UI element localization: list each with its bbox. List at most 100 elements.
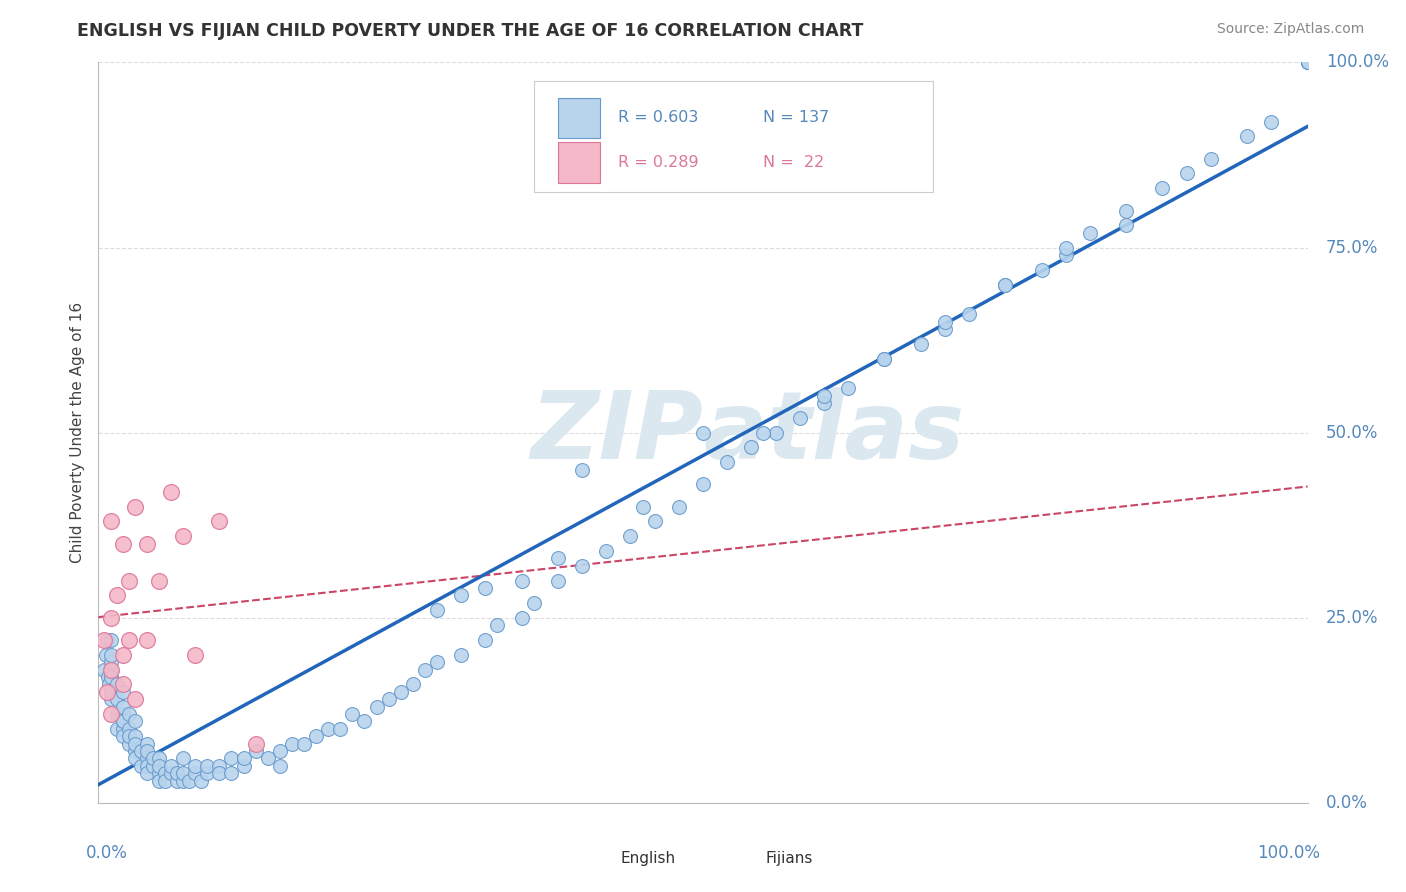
- Point: [547, 574, 569, 588]
- Point: [100, 663, 122, 677]
- Point: [172, 766, 194, 780]
- Point: [148, 758, 170, 772]
- Point: [160, 484, 183, 499]
- Text: R = 0.289: R = 0.289: [619, 155, 699, 169]
- Point: [118, 722, 141, 736]
- Point: [305, 729, 328, 743]
- Point: [232, 758, 254, 772]
- Point: [934, 322, 956, 336]
- Point: [644, 515, 666, 529]
- FancyBboxPatch shape: [558, 142, 600, 183]
- Text: 75.0%: 75.0%: [1326, 238, 1378, 257]
- Point: [208, 766, 231, 780]
- Point: [245, 744, 267, 758]
- Point: [111, 648, 134, 662]
- Point: [100, 515, 122, 529]
- FancyBboxPatch shape: [558, 97, 600, 138]
- Point: [111, 714, 134, 729]
- Point: [166, 773, 188, 788]
- Point: [510, 574, 533, 588]
- Point: [813, 396, 835, 410]
- Text: 100.0%: 100.0%: [1257, 844, 1320, 862]
- Y-axis label: Child Poverty Under the Age of 16: Child Poverty Under the Age of 16: [69, 302, 84, 563]
- Point: [789, 410, 811, 425]
- Point: [1296, 55, 1319, 70]
- Point: [124, 737, 146, 751]
- Point: [413, 663, 436, 677]
- Point: [129, 758, 152, 772]
- Point: [100, 648, 122, 662]
- Point: [1260, 114, 1282, 128]
- Point: [153, 773, 176, 788]
- Point: [111, 729, 134, 743]
- Point: [105, 706, 128, 721]
- Point: [1296, 55, 1319, 70]
- Point: [281, 737, 304, 751]
- Point: [142, 751, 165, 765]
- Point: [1296, 55, 1319, 70]
- Point: [245, 737, 267, 751]
- Text: English: English: [621, 851, 676, 866]
- Point: [153, 766, 176, 780]
- Point: [1296, 55, 1319, 70]
- Point: [160, 758, 183, 772]
- Point: [1236, 129, 1258, 144]
- Point: [402, 677, 425, 691]
- FancyBboxPatch shape: [534, 81, 932, 192]
- Point: [111, 699, 134, 714]
- Point: [111, 685, 134, 699]
- Point: [135, 536, 157, 550]
- Point: [994, 277, 1017, 292]
- Point: [221, 766, 243, 780]
- Point: [160, 766, 183, 780]
- Point: [426, 603, 449, 617]
- Text: Fijians: Fijians: [766, 851, 813, 866]
- Point: [994, 277, 1017, 292]
- Point: [184, 758, 207, 772]
- Point: [172, 529, 194, 543]
- Point: [135, 758, 157, 772]
- FancyBboxPatch shape: [582, 845, 613, 871]
- Point: [910, 336, 932, 351]
- Point: [118, 632, 141, 647]
- Point: [100, 632, 122, 647]
- Point: [111, 714, 134, 729]
- Point: [631, 500, 654, 514]
- Text: 0.0%: 0.0%: [1326, 794, 1368, 812]
- Point: [111, 706, 134, 721]
- Point: [1296, 55, 1319, 70]
- Point: [377, 692, 399, 706]
- Point: [111, 536, 134, 550]
- Point: [813, 388, 835, 402]
- Point: [124, 744, 146, 758]
- Point: [837, 381, 859, 395]
- Point: [474, 581, 496, 595]
- Point: [98, 677, 121, 691]
- Point: [208, 758, 231, 772]
- Point: [166, 766, 188, 780]
- FancyBboxPatch shape: [727, 845, 758, 871]
- Text: ENGLISH VS FIJIAN CHILD POVERTY UNDER THE AGE OF 16 CORRELATION CHART: ENGLISH VS FIJIAN CHILD POVERTY UNDER TH…: [77, 22, 863, 40]
- Point: [148, 574, 170, 588]
- Point: [93, 632, 115, 647]
- Point: [571, 462, 593, 476]
- Point: [208, 515, 231, 529]
- Point: [118, 706, 141, 721]
- Text: atlas: atlas: [703, 386, 965, 479]
- Point: [1054, 248, 1077, 262]
- Point: [1199, 152, 1222, 166]
- Text: 50.0%: 50.0%: [1326, 424, 1378, 442]
- Point: [740, 441, 762, 455]
- Point: [184, 648, 207, 662]
- Point: [124, 692, 146, 706]
- Point: [1031, 262, 1053, 277]
- Point: [184, 766, 207, 780]
- Point: [148, 773, 170, 788]
- Point: [118, 729, 141, 743]
- Point: [172, 773, 194, 788]
- Point: [111, 677, 134, 691]
- Point: [342, 706, 364, 721]
- Point: [135, 751, 157, 765]
- Point: [195, 758, 218, 772]
- Point: [1115, 203, 1137, 218]
